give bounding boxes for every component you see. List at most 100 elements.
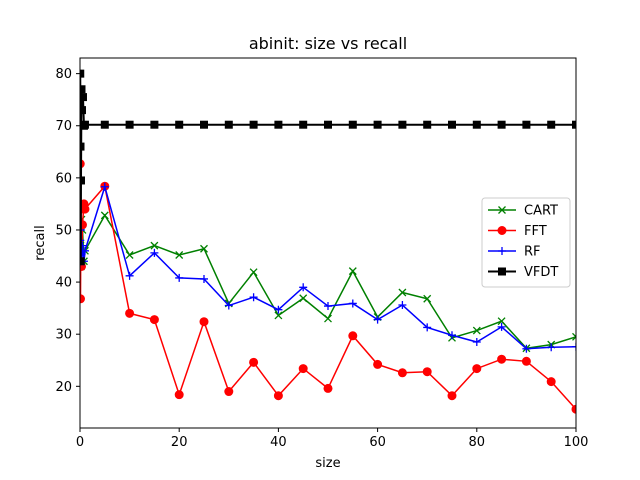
- data-point-rf: [175, 273, 184, 282]
- legend-marker-rf: [498, 247, 506, 255]
- legend: CART FFT RF VFDT: [481, 197, 571, 288]
- data-point-fft: [273, 391, 283, 401]
- data-point-rf: [373, 315, 382, 324]
- data-point-vfdt: [80, 85, 86, 94]
- legend-label-cart: CART: [524, 204, 558, 219]
- y-tick-label: 80: [55, 67, 72, 82]
- data-point-rf: [125, 271, 134, 280]
- legend-marker-cart: [498, 206, 506, 214]
- plot-frame: [79, 57, 577, 429]
- legend-item-cart: CART: [488, 204, 558, 219]
- data-point-cart: [100, 211, 109, 220]
- legend-item-vfdt: VFDT: [488, 265, 558, 280]
- data-point-cart: [398, 288, 407, 297]
- chart-title: abinit: size vs recall: [249, 34, 407, 53]
- data-point-vfdt: [522, 120, 531, 129]
- data-point-vfdt: [200, 120, 208, 129]
- y-tick-label: 30: [55, 328, 72, 343]
- legend-box: [481, 197, 571, 288]
- data-point-rf: [472, 338, 481, 347]
- data-point-vfdt: [125, 120, 134, 129]
- data-point-fft: [298, 364, 308, 374]
- data-point-vfdt: [572, 120, 576, 129]
- data-point-cart: [249, 268, 258, 277]
- y-tick-label: 40: [55, 276, 72, 291]
- data-point-rf: [497, 322, 506, 331]
- data-point-vfdt: [224, 120, 233, 129]
- data-point-vfdt: [80, 176, 85, 185]
- data-point-vfdt: [80, 106, 86, 115]
- data-point-fft: [373, 359, 383, 369]
- y-tick-label: 20: [55, 380, 72, 395]
- data-point-rf: [547, 343, 556, 352]
- series-vfdt: [80, 69, 576, 266]
- data-point-cart: [150, 241, 159, 250]
- data-point-fft: [125, 308, 135, 318]
- data-point-vfdt: [448, 120, 456, 129]
- y-tick-label: 50: [55, 223, 72, 238]
- data-point-cart: [299, 294, 308, 303]
- data-point-rf: [299, 283, 308, 292]
- data-point-rf: [80, 246, 89, 255]
- data-point-vfdt: [299, 120, 308, 129]
- data-point-vfdt: [100, 120, 109, 129]
- legend-label-fft: FFT: [524, 224, 547, 239]
- data-point-rf: [398, 301, 407, 310]
- data-point-vfdt: [472, 120, 481, 129]
- data-point-vfdt: [274, 120, 283, 129]
- x-tick-label: 40: [270, 435, 287, 450]
- data-point-fft: [397, 368, 407, 378]
- data-point-rf: [324, 302, 332, 311]
- data-point-cart: [348, 267, 357, 276]
- data-point-vfdt: [423, 120, 432, 129]
- data-point-rf: [348, 299, 357, 308]
- x-tick-label: 0: [76, 435, 84, 450]
- data-point-rf: [522, 344, 531, 353]
- data-point-fft: [174, 390, 184, 400]
- data-point-cart: [125, 251, 134, 259]
- data-point-fft: [472, 364, 482, 374]
- data-point-cart: [572, 332, 576, 341]
- data-point-cart: [175, 251, 184, 259]
- y-tick-label: 70: [55, 119, 72, 134]
- data-point-vfdt: [324, 120, 332, 129]
- x-tick-label: 20: [171, 435, 188, 450]
- data-point-fft: [224, 387, 234, 397]
- data-point-rf: [572, 342, 576, 351]
- data-point-rf: [274, 305, 283, 314]
- data-point-fft: [348, 331, 358, 341]
- legend-label-rf: RF: [524, 245, 541, 260]
- legend-marker-fft: [497, 226, 507, 235]
- data-point-rf: [249, 293, 258, 302]
- data-point-vfdt: [80, 93, 87, 102]
- legend-marker-vfdt: [498, 267, 506, 276]
- data-point-cart: [423, 294, 432, 303]
- series-fft: [80, 159, 576, 414]
- x-axis-label: size: [315, 456, 340, 471]
- data-point-vfdt: [80, 120, 89, 129]
- data-point-cart: [200, 244, 208, 253]
- data-point-fft: [521, 356, 531, 366]
- x-tick-label: 60: [369, 435, 386, 450]
- y-tick-label: 60: [55, 171, 72, 186]
- x-axis: 0 20 40 60 80 100: [76, 428, 588, 450]
- data-point-fft: [199, 317, 209, 327]
- legend-label-vfdt: VFDT: [524, 265, 558, 280]
- data-point-fft: [447, 391, 457, 401]
- y-axis-label: recall: [33, 225, 48, 260]
- data-point-vfdt: [547, 120, 556, 129]
- data-point-rf: [80, 241, 87, 250]
- data-point-rf: [448, 331, 456, 340]
- data-point-rf: [224, 301, 233, 310]
- data-point-cart: [472, 326, 481, 335]
- data-point-vfdt: [373, 120, 382, 129]
- data-point-fft: [571, 404, 576, 414]
- data-point-vfdt: [249, 120, 258, 129]
- data-point-fft: [497, 354, 507, 364]
- data-point-fft: [149, 315, 159, 325]
- data-point-vfdt: [497, 120, 506, 129]
- data-point-fft: [422, 367, 432, 377]
- data-point-rf: [200, 274, 208, 283]
- data-point-cart: [274, 311, 283, 320]
